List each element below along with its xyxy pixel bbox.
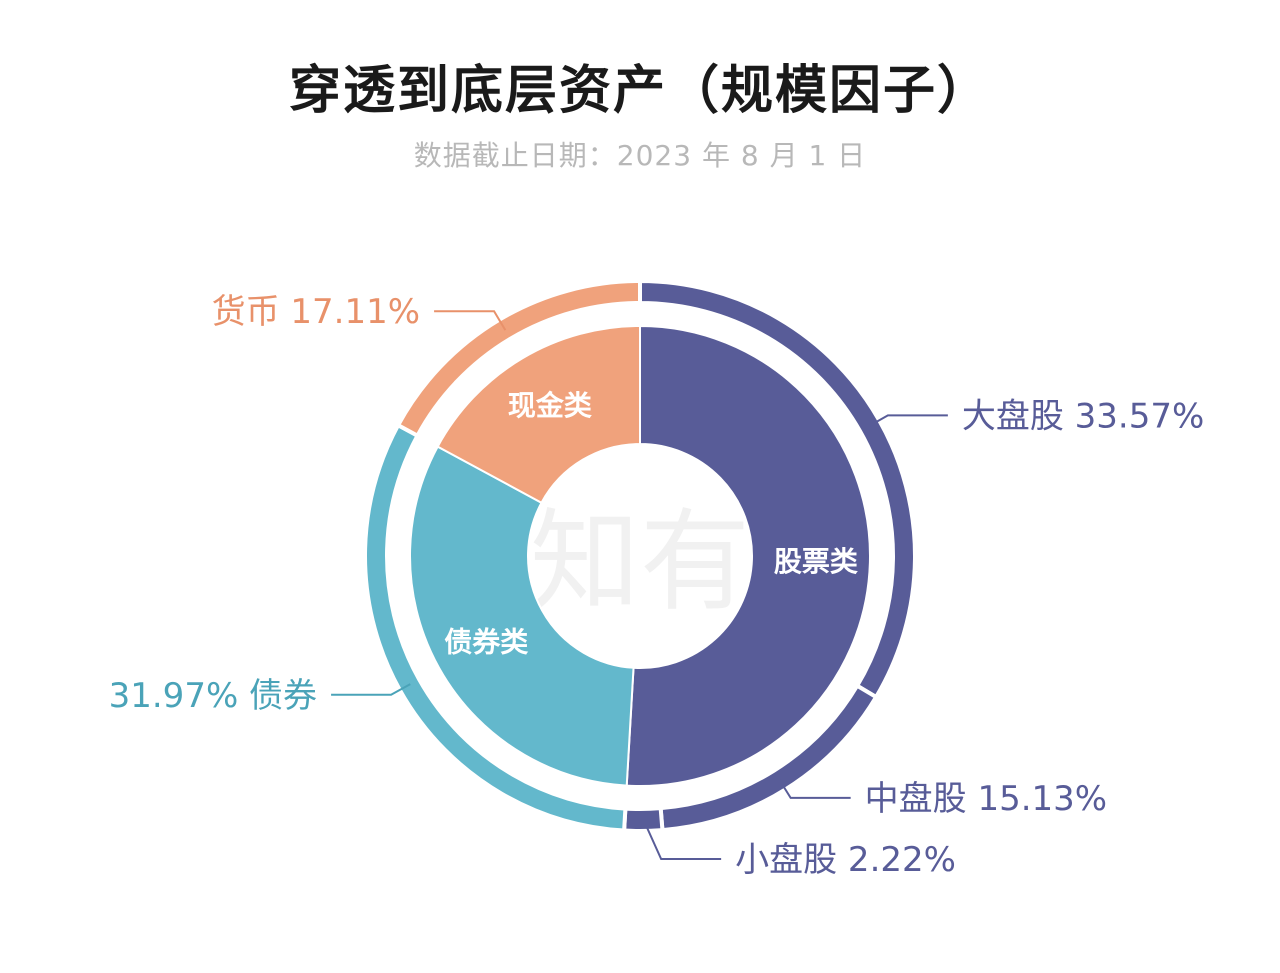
leader-line <box>331 683 411 696</box>
inner-slice-label: 债券类 <box>444 626 528 659</box>
inner-slice-2 <box>409 445 635 787</box>
outer-slice-label: 中盘股 15.13% <box>865 779 1107 819</box>
inner-ring <box>409 324 871 787</box>
inner-slice-3 <box>436 324 641 505</box>
leader-line <box>434 310 507 331</box>
inner-slice-1 <box>625 324 871 787</box>
outer-slice-label: 31.97% 债券 <box>109 676 317 716</box>
inner-slice-label: 股票类 <box>774 545 858 578</box>
outer-ring-labels: 大盘股 33.57% 中盘股 15.13% 小盘股 2.22% 31.97% 债券 货币… <box>109 292 1205 880</box>
inner-slice-label: 现金类 <box>508 389 592 422</box>
leader-line <box>642 818 722 860</box>
outer-slice-label: 小盘股 2.22% <box>735 840 956 880</box>
outer-slice-5 <box>395 278 642 439</box>
leader-lines <box>331 310 948 860</box>
outer-slice-label: 货币 17.11% <box>212 292 420 332</box>
outer-ring <box>363 278 917 833</box>
outer-slice-label: 大盘股 33.57% <box>962 396 1204 436</box>
leader-line <box>868 414 948 428</box>
chart-title: 穿透到底层资产（规模因子） <box>288 61 991 121</box>
leader-line <box>778 778 851 799</box>
chart-subtitle: 数据截止日期：2023 年 8 月 1 日 <box>413 139 867 172</box>
